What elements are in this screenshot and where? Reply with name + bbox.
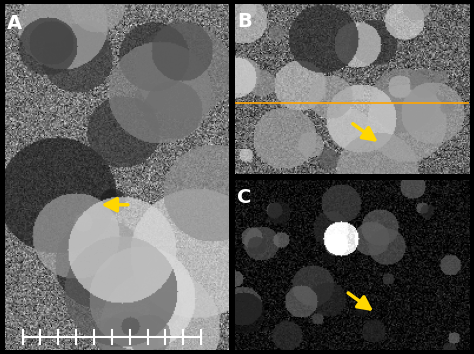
Text: C: C	[237, 188, 252, 207]
Text: B: B	[237, 12, 252, 31]
Text: A: A	[7, 14, 22, 33]
